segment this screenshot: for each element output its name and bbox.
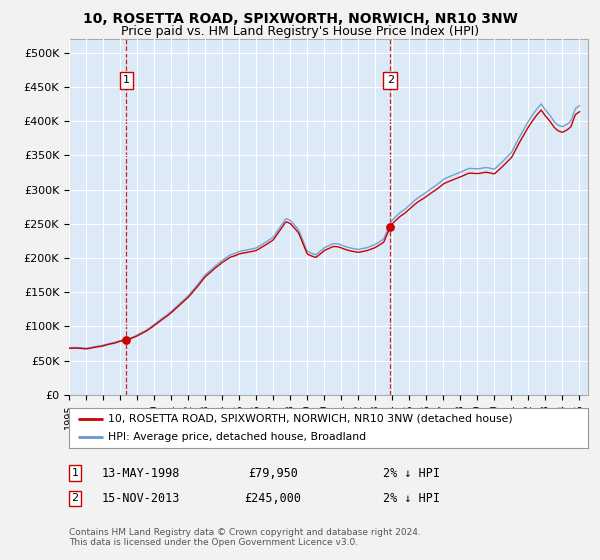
- Text: 2% ↓ HPI: 2% ↓ HPI: [383, 492, 440, 505]
- Text: Contains HM Land Registry data © Crown copyright and database right 2024.
This d: Contains HM Land Registry data © Crown c…: [69, 528, 421, 547]
- Text: 10, ROSETTA ROAD, SPIXWORTH, NORWICH, NR10 3NW: 10, ROSETTA ROAD, SPIXWORTH, NORWICH, NR…: [83, 12, 517, 26]
- Text: 13-MAY-1998: 13-MAY-1998: [102, 466, 180, 480]
- Point: [385, 223, 395, 232]
- Text: £245,000: £245,000: [245, 492, 302, 505]
- Text: 15-NOV-2013: 15-NOV-2013: [102, 492, 180, 505]
- Text: £79,950: £79,950: [248, 466, 298, 480]
- Text: 10, ROSETTA ROAD, SPIXWORTH, NORWICH, NR10 3NW (detached house): 10, ROSETTA ROAD, SPIXWORTH, NORWICH, NR…: [108, 414, 512, 423]
- Text: 2: 2: [71, 493, 79, 503]
- Text: 2% ↓ HPI: 2% ↓ HPI: [383, 466, 440, 480]
- Text: 2: 2: [387, 75, 394, 85]
- Text: 1: 1: [123, 75, 130, 85]
- Text: 1: 1: [71, 468, 79, 478]
- Text: HPI: Average price, detached house, Broadland: HPI: Average price, detached house, Broa…: [108, 432, 366, 442]
- Point: [122, 335, 131, 344]
- Text: Price paid vs. HM Land Registry's House Price Index (HPI): Price paid vs. HM Land Registry's House …: [121, 25, 479, 38]
